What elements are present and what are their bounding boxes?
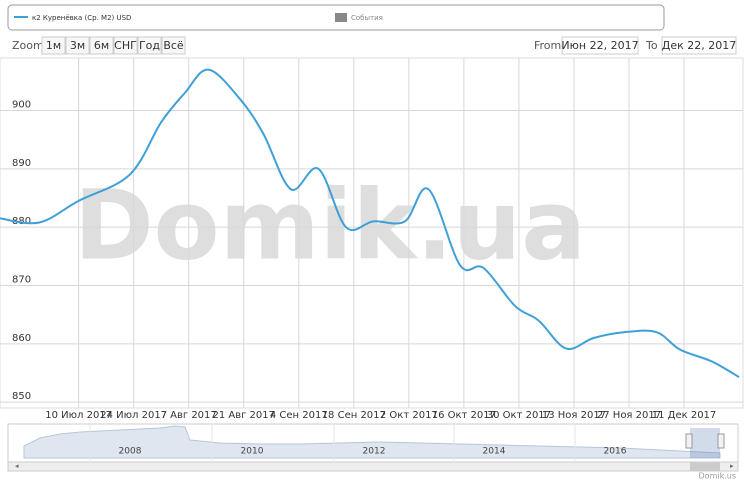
credit[interactable]: Domik.us	[699, 472, 736, 480]
zoom-button[interactable]	[89, 36, 114, 55]
plot-area	[0, 57, 744, 409]
zoom-button-label[interactable]: СНГ	[114, 39, 137, 52]
navigator-handle[interactable]	[717, 433, 725, 449]
y-tick-label: 850	[12, 391, 31, 402]
watermark: Domik.ua	[74, 169, 586, 281]
navigator-series	[23, 425, 721, 459]
zoom-label: Zoom	[12, 39, 44, 52]
scrollbar[interactable]	[7, 461, 739, 472]
scroll-right[interactable]: ▸	[730, 462, 734, 470]
navigator-mask[interactable]	[690, 428, 720, 458]
x-tick-label: 10 Июл 2017	[45, 410, 112, 421]
x-tick-label: 21 Авг 2017	[212, 410, 275, 421]
x-tick-label: 2 Окт 2017	[380, 410, 438, 421]
from-input[interactable]	[561, 36, 639, 55]
zoom-button-label[interactable]: 3м	[70, 39, 85, 52]
zoom-button[interactable]	[41, 36, 66, 55]
from-label: From	[534, 39, 561, 52]
zoom-button[interactable]	[137, 36, 162, 55]
y-tick-label: 890	[12, 158, 31, 169]
x-tick-label: 24 Июл 2017	[100, 410, 167, 421]
series-line	[0, 68, 740, 378]
events-legend[interactable]: События	[351, 14, 383, 22]
zoom-button-label[interactable]: Всё	[163, 39, 184, 52]
zoom-button[interactable]	[113, 36, 138, 55]
y-tick-label: 900	[12, 100, 31, 111]
legend-label[interactable]: к2 Куренёвка (Ср. М2) USD	[32, 14, 131, 22]
navigator-label: 2014	[483, 447, 506, 457]
scroll-left[interactable]: ◂	[15, 462, 19, 470]
x-tick-label: 30 Окт 2017	[487, 410, 551, 421]
events-swatch	[335, 13, 347, 22]
zoom-button-label[interactable]: 6м	[94, 39, 109, 52]
to-label: To	[645, 39, 658, 52]
navigator-label: 2010	[241, 447, 264, 457]
navigator-label: 2008	[119, 447, 142, 457]
zoom-button-label[interactable]: Год	[139, 39, 160, 52]
x-tick-label: 13 Ноя 2017	[542, 410, 606, 421]
x-tick-label: 7 Авг 2017	[161, 410, 217, 421]
x-tick-label: 18 Сен 2017	[322, 410, 386, 421]
x-tick-label: 11 Дек 2017	[652, 410, 717, 421]
x-tick-label: 4 Сен 2017	[270, 410, 328, 421]
navigator-label: 2012	[363, 447, 386, 457]
from-value[interactable]: Июн 22, 2017	[561, 39, 638, 52]
to-value[interactable]: Дек 22, 2017	[662, 39, 737, 52]
y-tick-label: 860	[12, 333, 31, 344]
zoom-button[interactable]	[161, 36, 186, 55]
navigator-handle[interactable]	[685, 433, 693, 449]
x-tick-label: 27 Ноя 2017	[597, 410, 661, 421]
scrollbar-thumb[interactable]	[690, 462, 720, 471]
zoom-button[interactable]	[65, 36, 90, 55]
x-tick-label: 16 Окт 2017	[432, 410, 496, 421]
to-input[interactable]	[661, 36, 737, 55]
y-tick-label: 870	[12, 275, 31, 286]
navigator-label: 2016	[604, 447, 627, 457]
zoom-button-label[interactable]: 1м	[46, 39, 61, 52]
